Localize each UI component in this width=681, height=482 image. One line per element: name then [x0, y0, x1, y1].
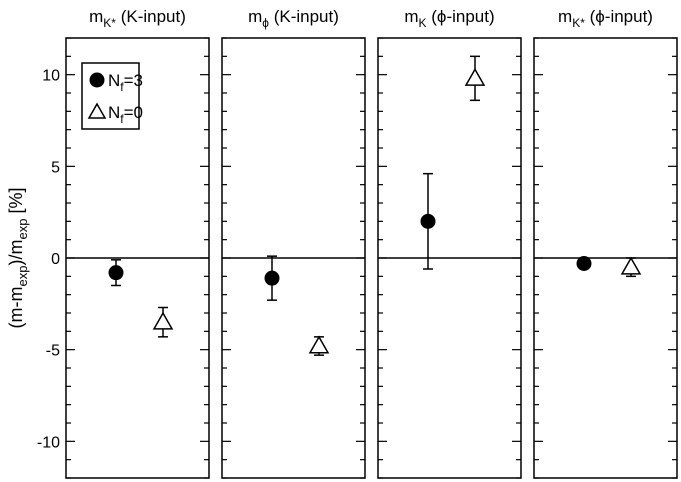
- y-tick-label: 10: [42, 68, 60, 85]
- point-nf3: [108, 259, 124, 287]
- y-tick-label: 5: [51, 159, 60, 176]
- panel-title-sub: K*: [103, 16, 116, 30]
- marker-filled-circle: [420, 213, 436, 229]
- marker-filled-circle: [576, 256, 592, 271]
- legend-label-base: N: [108, 71, 120, 90]
- marker-open-triangle: [620, 256, 642, 275]
- legend-label-base: N: [108, 103, 120, 122]
- y-axis-label: (m-mexp)/mexp [%]: [6, 188, 30, 329]
- panel-title-tail: (ϕ-input): [585, 7, 653, 26]
- marker-open-triangle: [152, 311, 174, 330]
- y-tick-label-text: 5: [51, 159, 60, 176]
- legend-label: Nf=0: [108, 103, 143, 126]
- point-nf0: [152, 306, 174, 338]
- ylabel-base: (m-m: [6, 286, 26, 328]
- legend-label-sub: f: [120, 112, 124, 126]
- panel-title-sub: K: [419, 16, 427, 30]
- y-tick-label-text: -10: [37, 434, 60, 451]
- y-tick-label-text: 0: [51, 251, 60, 268]
- y-tick-label: -10: [37, 434, 60, 451]
- panel-title-sub: K*: [572, 16, 585, 30]
- point-nf0: [620, 256, 642, 278]
- legend: Nf=3Nf=0: [81, 62, 143, 130]
- legend-label: Nf=3: [108, 71, 143, 94]
- legend-marker-triangle: [87, 102, 107, 119]
- panel-title-base: m: [558, 7, 572, 26]
- panel-title: mϕ (K-input): [248, 7, 339, 30]
- panel-title: mK (ϕ-input): [404, 7, 494, 30]
- panel-title-base: m: [248, 7, 262, 26]
- panel-title-tail: (ϕ-input): [427, 7, 495, 26]
- y-tick-label-text: 10: [42, 68, 60, 85]
- panel-title-base: m: [404, 7, 418, 26]
- legend-label-tail: =0: [124, 103, 143, 122]
- panel-2: mϕ (K-input): [221, 7, 366, 479]
- point-nf3: [420, 172, 436, 270]
- legend-box: [81, 62, 140, 130]
- panel-title-base: m: [89, 7, 103, 26]
- legend-entry: Nf=3: [89, 71, 143, 94]
- y-tick-label: -5: [46, 343, 60, 360]
- panel-3: mK (ϕ-input): [377, 7, 522, 479]
- marker-filled-circle: [264, 270, 280, 286]
- marker-open-triangle: [308, 335, 330, 354]
- legend-label-sub: f: [120, 80, 124, 94]
- legend-entry: Nf=0: [87, 102, 143, 126]
- ylabel-sub: exp: [15, 266, 30, 287]
- y-tick-label: 0: [51, 251, 60, 268]
- point-nf3: [576, 256, 592, 271]
- y-tick-label-text: -5: [46, 343, 60, 360]
- panel-title-tail: (K-input): [269, 7, 339, 26]
- panel-title: mK* (K-input): [89, 7, 186, 30]
- ylabel-mid: )/m: [6, 240, 26, 266]
- point-nf0: [464, 55, 486, 102]
- panel-title-tail: (K-input): [116, 7, 186, 26]
- panel-title: mK* (ϕ-input): [558, 7, 653, 30]
- ylabel-tail: [%]: [6, 188, 26, 219]
- point-nf0: [308, 335, 330, 356]
- panel-4: mK* (ϕ-input): [533, 7, 678, 479]
- panel-1: -10 -5 0 5 10 mK* (K-input): [37, 7, 210, 479]
- marker-open-triangle: [464, 67, 486, 86]
- legend-label-tail: =3: [124, 71, 143, 90]
- y-axis-label-text: (m-mexp)/mexp [%]: [6, 188, 30, 329]
- ylabel-sub: exp: [15, 219, 30, 240]
- marker-filled-circle: [108, 265, 124, 281]
- panel-title-sub: ϕ: [262, 16, 269, 30]
- point-nf3: [264, 255, 280, 301]
- legend-marker-circle: [89, 72, 105, 88]
